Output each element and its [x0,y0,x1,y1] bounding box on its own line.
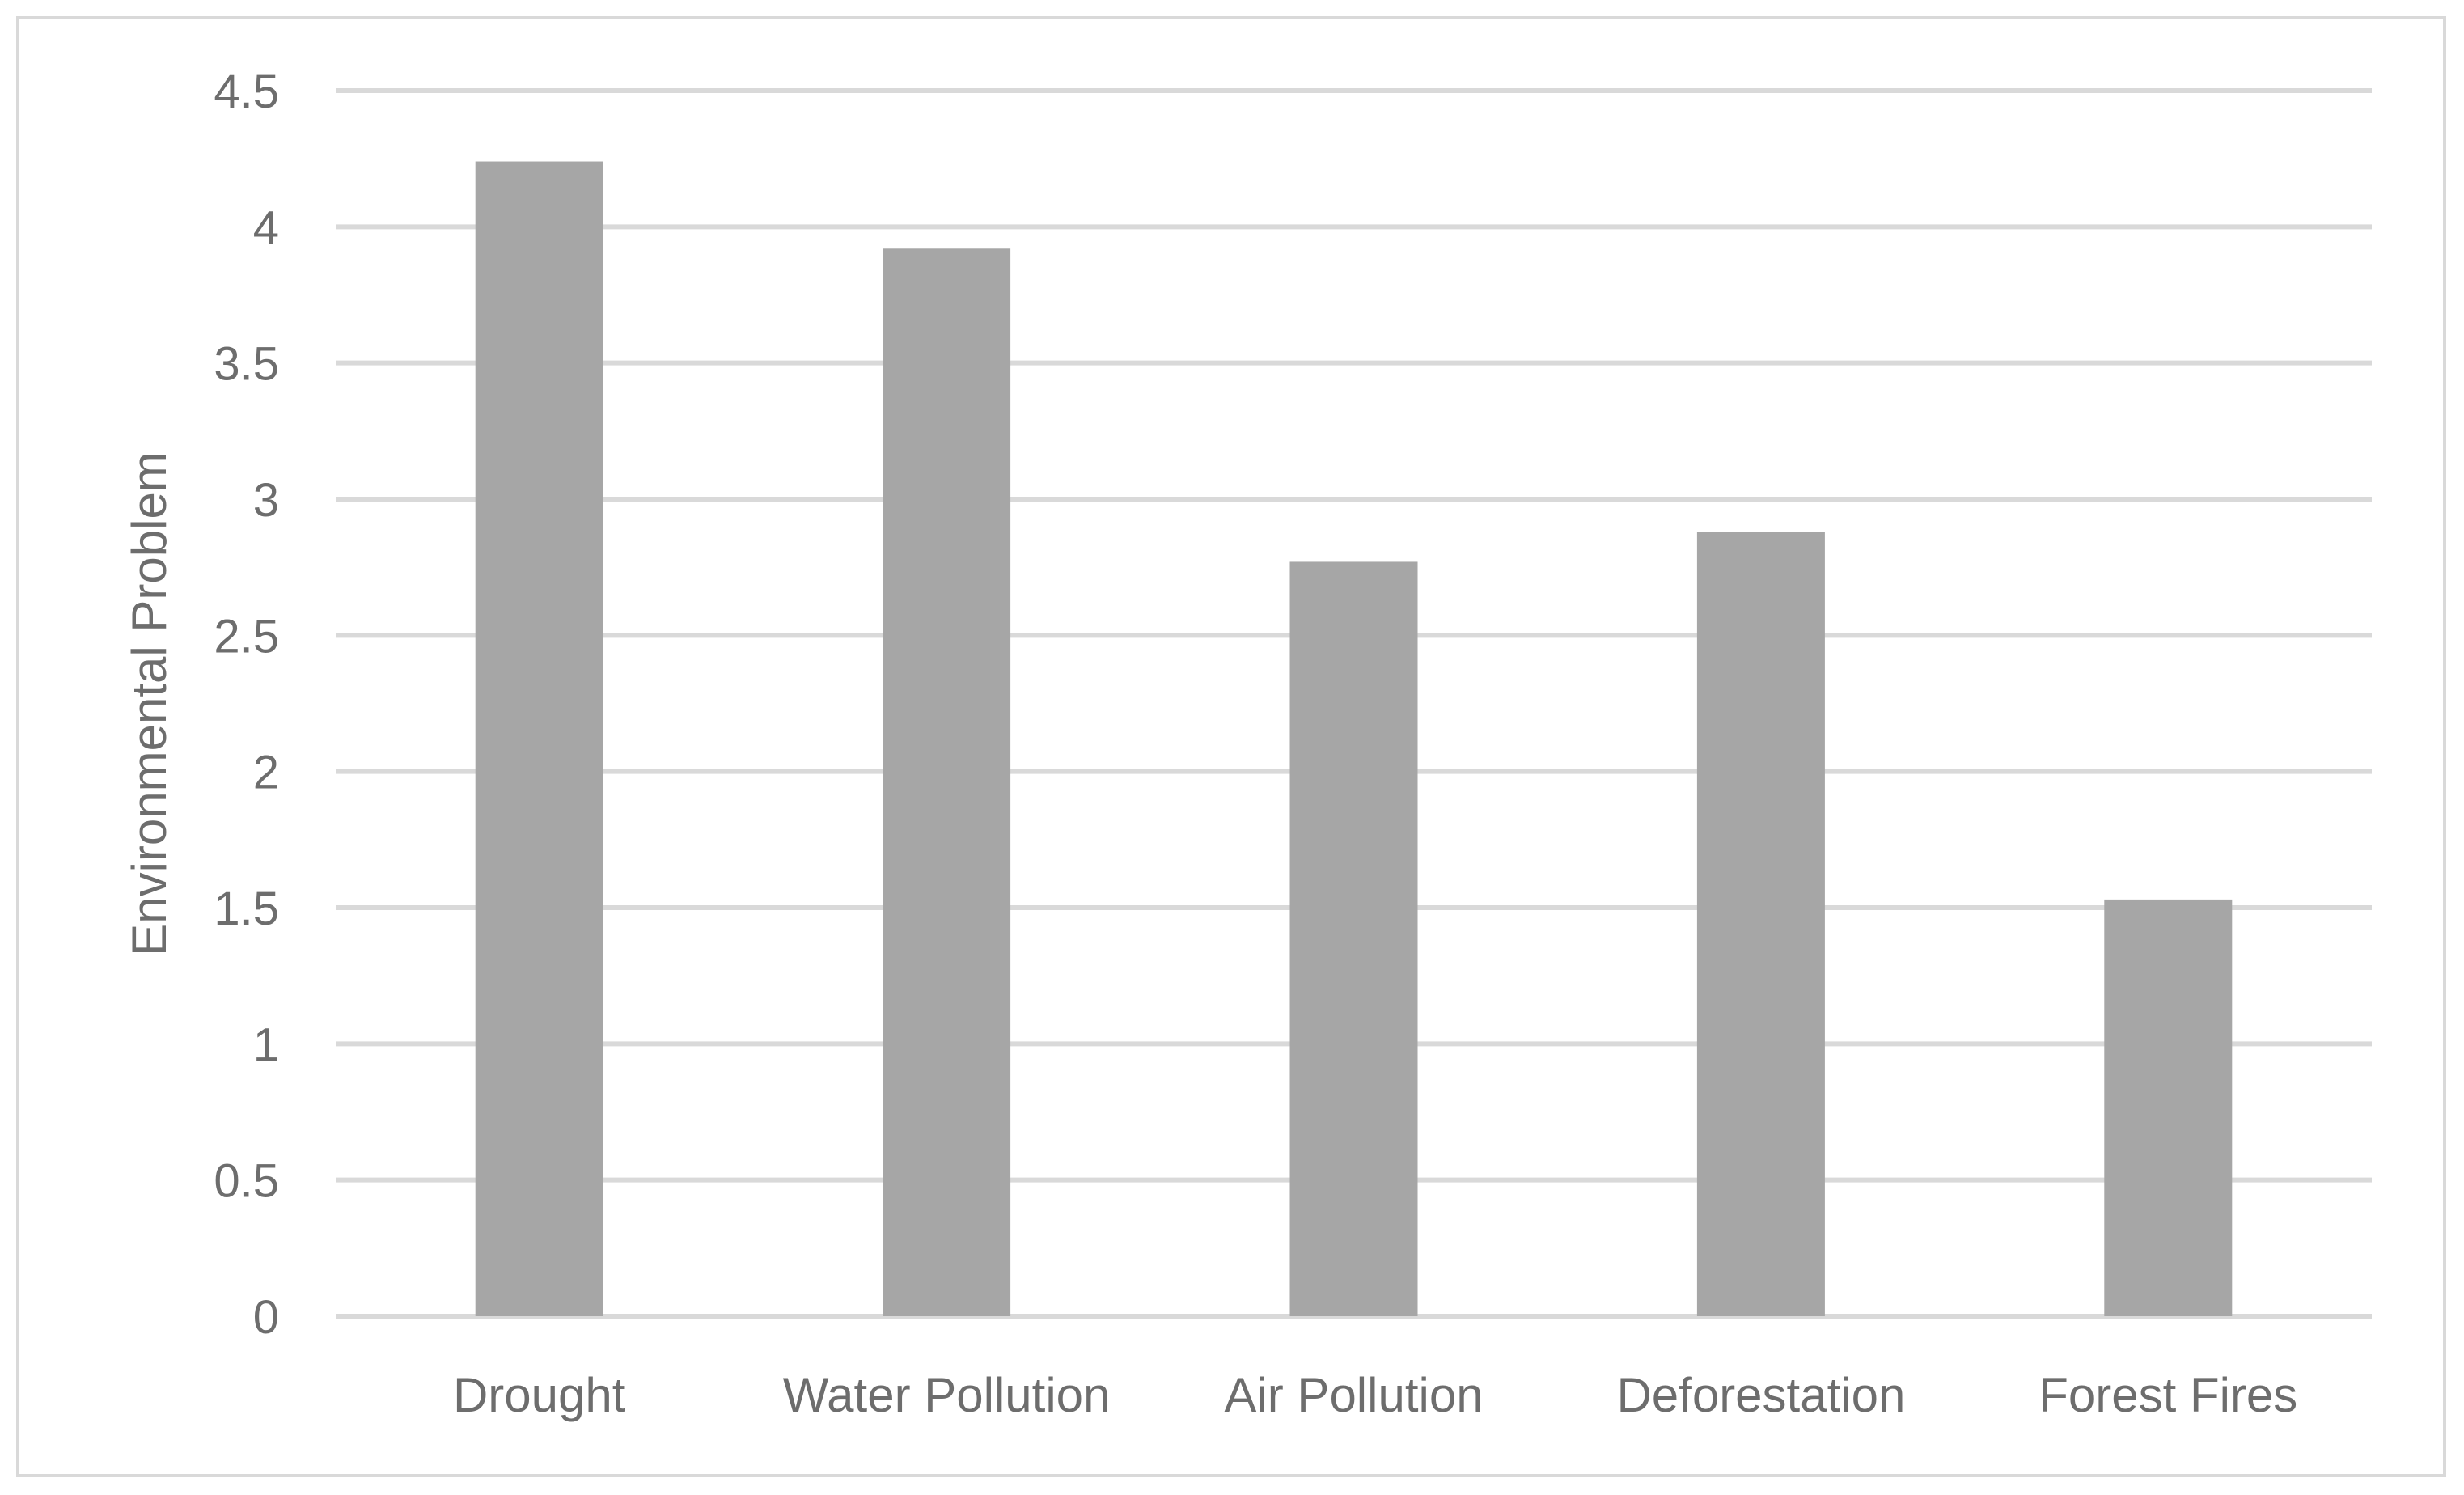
bars [475,161,2233,1317]
bar-deforestation [1696,532,1825,1316]
chart-frame [16,16,2446,1477]
x-tick-label: Deforestation [1616,1368,1905,1422]
bar-forest-fires [2104,899,2233,1316]
x-axis-ticks: Drought Water Pollution Air Pollution Defor… [453,1368,2297,1422]
y-tick-label: 2.5 [214,610,279,663]
y-tick-label: 1 [253,1019,279,1071]
gridlines [336,88,2372,1319]
x-tick-label: Forest Fires [2039,1368,2297,1422]
y-tick-label: 3.5 [214,338,279,391]
y-tick-label: 4.5 [214,66,279,118]
bar-drought [475,161,603,1317]
x-tick-label: Air Pollution [1224,1368,1483,1422]
y-axis-ticks: 0 0.5 1 1.5 2 2.5 3 3.5 4 4.5 [214,66,279,1344]
y-tick-label: 4 [253,201,279,254]
y-tick-label: 1.5 [214,883,279,935]
y-tick-label: 0.5 [214,1155,279,1208]
x-tick-label: Drought [453,1368,626,1422]
y-tick-label: 0 [253,1291,279,1344]
y-tick-label: 3 [253,474,279,527]
y-axis-label: Environmental Problem [122,451,176,956]
bar-water-pollution [883,248,1011,1317]
bar-air-pollution [1289,561,1418,1316]
x-tick-label: Water Pollution [783,1368,1111,1422]
y-tick-label: 2 [253,747,279,799]
